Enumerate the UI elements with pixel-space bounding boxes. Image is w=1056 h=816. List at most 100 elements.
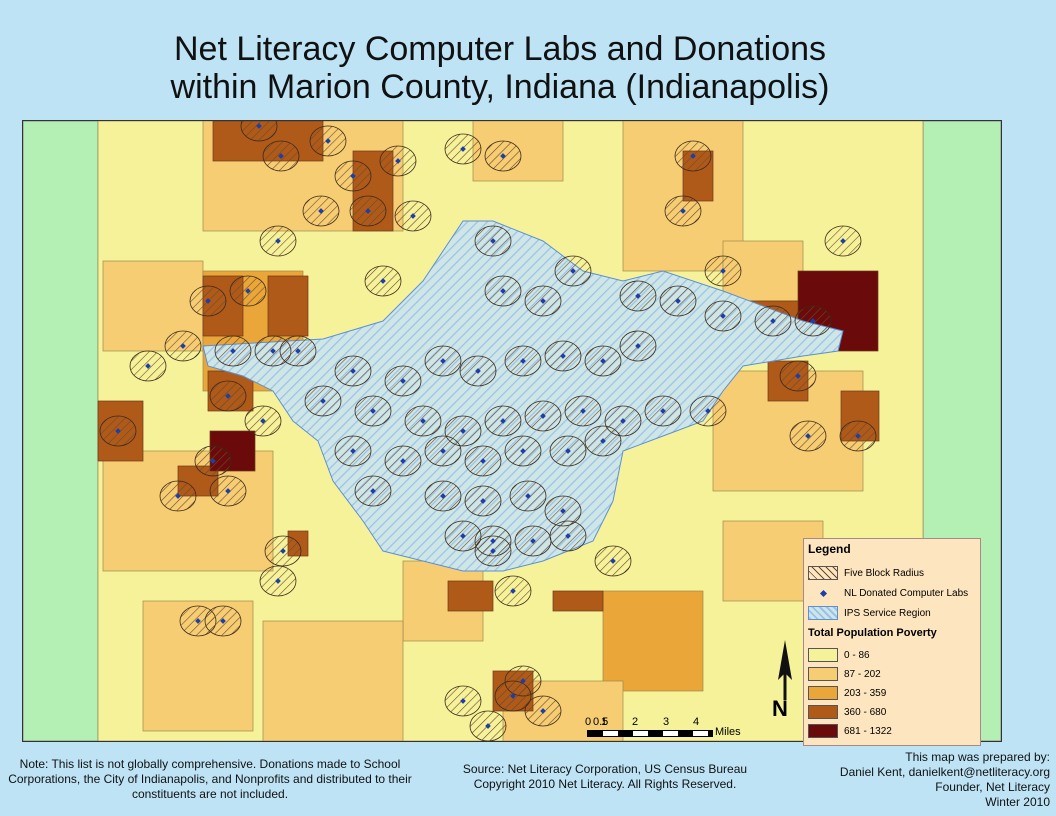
computer-lab-marker	[490, 238, 496, 244]
computer-lab-marker	[635, 293, 641, 299]
computer-lab-marker	[720, 313, 726, 319]
legend-row-five-block: Five Block Radius	[808, 565, 924, 581]
credit-line-4: Winter 2010	[985, 795, 1050, 809]
legend-class-label: 681 - 1322	[844, 725, 892, 737]
computer-lab-marker	[400, 378, 406, 384]
legend-class-label: 203 - 359	[844, 687, 887, 699]
scale-label: 0	[585, 716, 592, 728]
computer-lab-marker	[510, 588, 516, 594]
computer-lab-marker	[380, 278, 386, 284]
computer-lab-marker	[600, 438, 606, 444]
legend-class-label: 87 - 202	[844, 668, 881, 680]
ips-swatch	[808, 606, 838, 620]
computer-lab-marker	[420, 418, 426, 424]
legend-class-swatch	[808, 724, 838, 738]
computer-lab-marker	[770, 318, 776, 324]
title-line-2: within Marion County, Indiana (Indianapo…	[170, 68, 830, 106]
computer-lab-marker	[225, 488, 231, 494]
computer-lab-marker	[610, 558, 616, 564]
computer-lab-marker	[180, 343, 186, 349]
computer-lab-marker	[370, 408, 376, 414]
scale-label: 4	[693, 716, 700, 728]
legend-five-block-label: Five Block Radius	[844, 567, 925, 579]
computer-lab-marker	[810, 318, 816, 324]
computer-lab-marker	[365, 208, 371, 214]
computer-lab-marker	[600, 358, 606, 364]
computer-lab-marker	[795, 373, 801, 379]
computer-lab-marker	[540, 708, 546, 714]
scale-label: 0.5	[593, 716, 609, 728]
credit-line-2: Daniel Kent, danielkent@netliteracy.org	[839, 765, 1050, 779]
computer-lab-marker	[270, 348, 276, 354]
scale-bar: 0 0.5 1 2 3 4 Miles	[585, 716, 785, 742]
computer-lab-marker	[680, 208, 686, 214]
source-line-1: Source: Net Literacy Corporation, US Cen…	[462, 762, 748, 776]
computer-lab-marker	[460, 428, 466, 434]
computer-lab-marker	[805, 433, 811, 439]
legend-class-row: 0 - 86	[808, 647, 870, 663]
source-text: Source: Net Literacy Corporation, US Cen…	[440, 762, 770, 792]
computer-lab-marker	[145, 363, 151, 369]
computer-lab-marker	[460, 698, 466, 704]
computer-lab-marker	[510, 693, 516, 699]
computer-lab-marker	[440, 493, 446, 499]
computer-lab-marker	[115, 428, 121, 434]
computer-lab-marker	[440, 358, 446, 364]
computer-lab-marker	[500, 418, 506, 424]
computer-lab-marker	[525, 493, 531, 499]
source-line-2: Copyright 2010 Net Literacy. All Rights …	[473, 777, 737, 791]
north-arrow: N	[770, 640, 800, 721]
computer-lab-marker	[210, 458, 216, 464]
computer-lab-marker	[440, 448, 446, 454]
scale-labels: 0 0.5 1 2 3 4	[585, 716, 785, 729]
computer-lab-marker	[220, 618, 226, 624]
credits: This map was prepared by: Daniel Kent, d…	[840, 750, 1050, 810]
computer-lab-marker	[175, 493, 181, 499]
five-block-radius-layer	[99, 121, 877, 741]
computer-lab-marker	[400, 458, 406, 464]
scale-label: 3	[663, 716, 670, 728]
computer-lab-marker	[260, 418, 266, 424]
legend-class-row: 681 - 1322	[808, 723, 892, 739]
computer-lab-marker	[410, 213, 416, 219]
computer-lab-marker	[540, 298, 546, 304]
computer-lab-marker	[690, 153, 696, 159]
computer-lab-marker	[475, 368, 481, 374]
computer-lab-marker	[855, 433, 861, 439]
computer-lab-marker	[195, 618, 201, 624]
computer-lab-marker	[570, 268, 576, 274]
legend-ips-label: IPS Service Region	[844, 607, 931, 619]
computer-lab-marker	[275, 238, 281, 244]
computer-lab-marker	[480, 458, 486, 464]
legend-class-swatch	[808, 705, 838, 719]
computer-lab-marker	[490, 538, 496, 544]
scale-unit: Miles	[715, 726, 741, 738]
edge-region-west	[23, 121, 99, 741]
computer-lab-marker	[460, 533, 466, 539]
scale-label: 2	[632, 716, 639, 728]
computer-lab-marker	[620, 418, 626, 424]
computer-lab-marker	[320, 398, 326, 404]
computer-lab-marker	[370, 488, 376, 494]
scale-label: 1	[601, 716, 608, 728]
five-block-radius	[240, 121, 278, 142]
legend-labs-label: NL Donated Computer Labs	[844, 587, 969, 599]
computer-lab-marker	[565, 533, 571, 539]
legend-class-swatch	[808, 667, 838, 681]
computer-lab-marker	[295, 348, 301, 354]
computer-lab-marker	[205, 298, 211, 304]
computer-lab-marker	[318, 208, 324, 214]
computer-lab-marker	[350, 448, 356, 454]
legend-title: Legend	[808, 542, 851, 556]
legend-row-labs: NL Donated Computer Labs	[808, 585, 968, 601]
legend-class-label: 360 - 680	[844, 706, 887, 718]
legend-class-row: 360 - 680	[808, 704, 886, 720]
computer-lab-marker	[560, 508, 566, 514]
computer-lab-marker	[705, 408, 711, 414]
north-label: N	[772, 696, 788, 721]
legend-row-ips: IPS Service Region	[808, 605, 931, 621]
computer-lab-marker	[490, 548, 496, 554]
computer-lab-marker	[225, 393, 231, 399]
computer-lab-marker	[540, 413, 546, 419]
computer-lab-marker	[245, 288, 251, 294]
